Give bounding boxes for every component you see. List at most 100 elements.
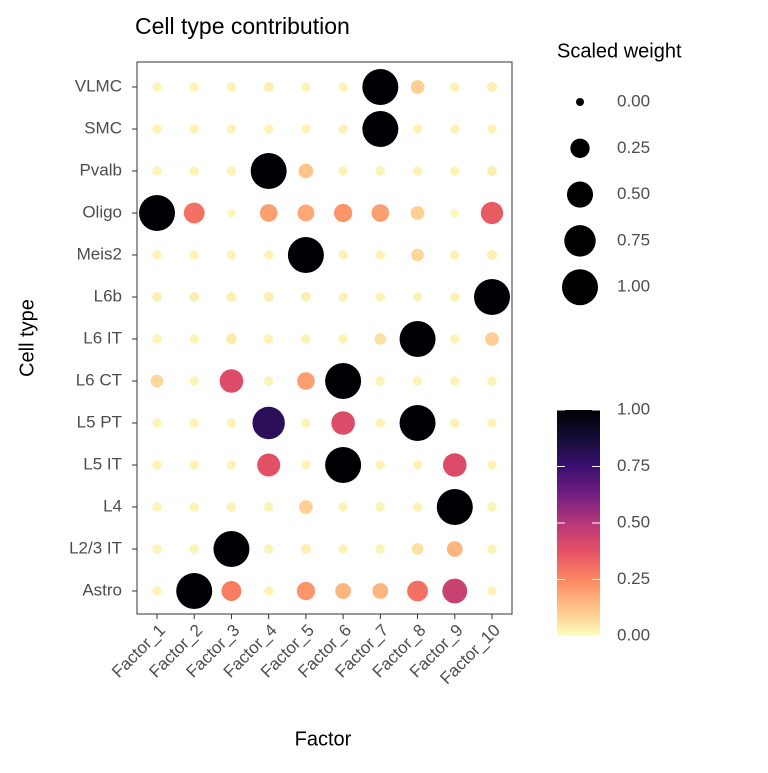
dot: [412, 292, 423, 302]
dot: [487, 586, 497, 596]
dot: [287, 237, 324, 273]
dot: [375, 250, 386, 260]
dot: [412, 376, 423, 386]
dot: [375, 502, 386, 512]
dot: [300, 291, 311, 303]
dot: [226, 82, 237, 92]
size-legend-dot: [566, 181, 594, 208]
dot: [474, 279, 510, 315]
y-tick-label: VLMC: [75, 76, 122, 95]
dot: [486, 81, 498, 93]
x-axis-title: Factor: [295, 728, 352, 750]
dot: [486, 165, 498, 177]
dot: [362, 69, 399, 105]
dot: [189, 502, 199, 512]
dot: [412, 460, 423, 470]
dot: [335, 583, 351, 599]
dot: [325, 447, 362, 483]
dot: [189, 418, 199, 428]
dot: [176, 573, 213, 609]
dot: [152, 586, 162, 596]
chart-title: Cell type contribution: [135, 13, 350, 39]
dot: [139, 195, 175, 231]
y-tick-label: Pvalb: [79, 160, 122, 179]
dot: [189, 544, 199, 554]
dot: [450, 82, 460, 92]
dot: [152, 418, 162, 428]
dot: [338, 166, 348, 176]
dot: [263, 81, 274, 93]
dot: [410, 80, 425, 94]
dot: [487, 418, 497, 428]
dot: [450, 124, 460, 134]
dot: [226, 502, 237, 512]
dot: [442, 453, 467, 477]
dot: [263, 250, 274, 260]
dot: [263, 376, 274, 386]
dot: [189, 166, 199, 176]
dot: [301, 418, 311, 428]
dot: [412, 124, 423, 134]
dot: [412, 166, 423, 176]
dot: [213, 531, 250, 567]
dot: [450, 334, 460, 344]
dot: [338, 544, 348, 554]
dot: [298, 163, 314, 179]
y-tick-label: L6b: [94, 286, 122, 305]
colorbar-label: 1.00: [617, 399, 650, 418]
dot: [301, 334, 311, 344]
dot: [297, 204, 315, 222]
y-tick-label: Astro: [82, 580, 122, 599]
dot: [183, 202, 205, 224]
dot: [362, 111, 399, 147]
dot: [338, 292, 348, 302]
dot: [263, 124, 274, 134]
dot: [189, 460, 199, 470]
size-legend-label: 0.75: [617, 230, 650, 249]
dot: [263, 291, 274, 303]
dot: [189, 291, 200, 303]
dot: [152, 502, 162, 512]
size-legend-label: 0.00: [617, 91, 650, 110]
dot: [189, 124, 199, 134]
dot: [219, 369, 244, 393]
dot: [226, 460, 237, 470]
dot: [257, 453, 281, 477]
size-legend-dot: [562, 269, 598, 306]
dot: [189, 82, 199, 92]
dot: [263, 586, 274, 596]
dot: [375, 376, 386, 386]
dot: [338, 502, 348, 512]
colorbar-label: 0.00: [617, 625, 650, 644]
size-legend-dot: [576, 98, 584, 106]
dot: [226, 333, 237, 345]
dot: [259, 204, 278, 222]
size-legend-dot: [570, 138, 590, 158]
y-tick-label: L5 IT: [83, 454, 122, 473]
dot: [226, 166, 237, 176]
panel-border: [136, 61, 513, 615]
dot: [151, 291, 163, 303]
dot: [325, 363, 362, 399]
dot: [375, 460, 386, 470]
dot: [487, 544, 497, 554]
dot: [450, 376, 460, 386]
dot: [227, 208, 236, 218]
dot: [152, 82, 162, 92]
dot: [250, 153, 287, 189]
dot: [407, 580, 428, 602]
size-legend-label: 1.00: [617, 277, 650, 296]
dot: [152, 124, 162, 134]
dot: [372, 583, 389, 599]
y-tick-label: L5 PT: [77, 412, 122, 431]
dot: [375, 544, 386, 554]
dot: [374, 333, 387, 345]
dot: [450, 292, 460, 302]
dot: [338, 82, 348, 92]
colorbar-label: 0.25: [617, 569, 650, 588]
y-tick-label: Oligo: [82, 202, 122, 221]
dot: [221, 581, 242, 601]
dot: [263, 334, 274, 344]
dot: [450, 250, 460, 260]
dot: [450, 418, 460, 428]
